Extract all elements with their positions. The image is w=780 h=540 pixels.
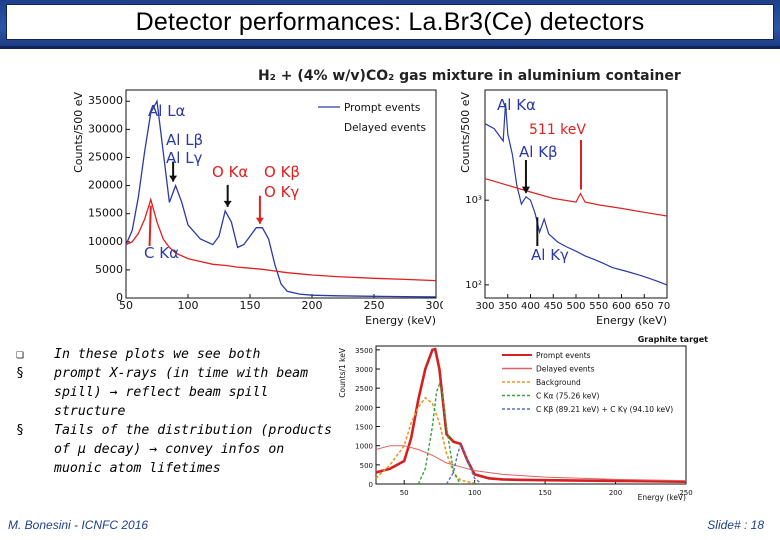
x-tick-label: 500 — [566, 301, 585, 312]
plot-frame — [125, 89, 437, 299]
bullet-item: § prompt X-rays (in time with beam spill… — [16, 364, 334, 421]
y-tick-label: 10³ — [465, 195, 482, 206]
legend-label: Delayed events — [344, 122, 426, 134]
annotation-arrowhead — [223, 200, 232, 207]
y-tick-label: 500 — [360, 462, 373, 470]
x-tick-label: 250 — [679, 489, 692, 497]
x-tick-label: 50 — [400, 489, 409, 497]
y-tick-label: 5000 — [95, 263, 123, 276]
series-line-5 — [445, 444, 483, 485]
bullet-text: prompt X-rays (in time with beam spill) … — [54, 366, 309, 419]
legend-label: Prompt events — [536, 351, 591, 360]
x-tick-label: 150 — [240, 299, 261, 312]
x-tick-label: 350 — [498, 301, 517, 312]
y-tick-label: 35000 — [88, 94, 123, 107]
peak-label: O Kα — [212, 163, 248, 181]
plot-frame — [484, 89, 668, 299]
series-line-2 — [125, 197, 437, 282]
x-axis-label: Energy (keV) — [365, 314, 436, 326]
annotation-arrowhead — [169, 175, 178, 182]
peak-label: Al Lα — [148, 102, 186, 120]
footer-author: M. Bonesini - ICNFC 2016 — [8, 518, 149, 532]
y-axis-label: Counts/500 eV — [72, 92, 85, 173]
y-tick-label: 3000 — [355, 366, 373, 374]
bullet-marker: § — [16, 366, 24, 381]
peak-label: Al Kβ — [519, 143, 558, 161]
plot-frame — [375, 345, 687, 485]
x-tick-label: 400 — [521, 301, 540, 312]
x-tick-label: 200 — [609, 489, 622, 497]
x-tick-label: 300 — [426, 299, 444, 312]
chart-light-elements: 50 100 150 200 250 300 0 5000 10000 15000 20000 250… — [72, 89, 444, 326]
series-line-4 — [417, 382, 462, 485]
legend-label: C Kβ (89.21 keV) + C Kγ (94.10 keV) — [536, 405, 673, 414]
x-axis-label: Energy (keV) — [596, 314, 667, 326]
x-tick-label: 100 — [178, 299, 199, 312]
chart-graphite-target: 50 100 150 200 25005001000150020002500300035… — [338, 335, 708, 502]
peak-label: Al Kα — [497, 96, 536, 114]
peak-label: Al Lβ — [166, 131, 203, 149]
x-tick-label: 450 — [544, 301, 563, 312]
series-line-1 — [125, 99, 437, 298]
y-tick-label: 2000 — [355, 404, 373, 412]
x-tick-label: 550 — [589, 301, 608, 312]
figure-title: H₂ + (4% w/v)CO₂ gas mixture in aluminiu… — [258, 68, 681, 84]
y-axis-label: Counts/500 eV — [459, 92, 472, 173]
footer-slide-number: Slide# : 18 — [707, 518, 764, 532]
peak-label: 511 keV — [529, 122, 586, 138]
bullet-list: ❏ In these plots we see both § prompt X-… — [16, 345, 334, 478]
bullet-marker: § — [16, 423, 24, 438]
title-bar: Detector performances: La.Br3(Ce) detect… — [0, 0, 780, 49]
y-axis-label: Counts/1 keV — [338, 347, 347, 398]
y-tick-label: 10000 — [88, 235, 123, 248]
y-tick-label: 2500 — [355, 385, 373, 393]
peak-label: O Kγ — [264, 183, 299, 201]
y-tick-label: 1000 — [355, 443, 373, 451]
x-tick-label: 600 — [612, 301, 631, 312]
peak-label: Al Kγ — [531, 246, 569, 264]
series-line-1 — [484, 103, 668, 286]
y-tick-label: 15000 — [88, 207, 123, 220]
bullet-text: Tails of the distribution (products of μ… — [54, 423, 332, 476]
x-axis-label: Energy (keV) — [638, 493, 686, 502]
legend-label: C Kα (75.26 keV) — [536, 392, 599, 401]
y-tick-label: 20000 — [88, 179, 123, 192]
y-tick-label: 0 — [116, 291, 123, 304]
chart-heavy-elements: 30035040045050055060065070010²10³Energy … — [459, 89, 670, 326]
y-tick-label: 3500 — [355, 347, 373, 355]
legend-label: Prompt events — [344, 102, 420, 114]
annotation-arrowhead — [255, 217, 264, 224]
chart-title: Graphite target — [638, 335, 708, 344]
slide-title: Detector performances: La.Br3(Ce) detect… — [135, 7, 645, 36]
y-tick-label: 10² — [465, 280, 482, 291]
x-tick-label: 100 — [468, 489, 481, 497]
y-tick-label: 1500 — [355, 424, 373, 432]
x-tick-label: 700 — [657, 301, 670, 312]
peak-label: O Kβ — [264, 163, 300, 181]
x-tick-label: 300 — [475, 301, 494, 312]
series-line-3 — [375, 396, 475, 484]
series-line-2 — [375, 445, 687, 482]
bullet-text: In these plots we see both — [54, 347, 261, 362]
legend-label: Delayed events — [536, 365, 595, 374]
y-tick-label: 0 — [369, 481, 373, 489]
series-line-1 — [375, 347, 687, 483]
x-tick-label: 200 — [302, 299, 323, 312]
bullet-marker: ❏ — [16, 347, 24, 362]
annotation-arrowhead — [521, 186, 530, 194]
bullet-item: ❏ In these plots we see both — [16, 345, 334, 364]
series-line-2 — [484, 178, 668, 217]
y-tick-label: 30000 — [88, 122, 123, 135]
peak-label: C Kα — [144, 244, 179, 262]
legend-label: Background — [536, 378, 581, 387]
annotation-arrow — [148, 205, 152, 247]
x-tick-label: 150 — [538, 489, 551, 497]
bullet-item: § Tails of the distribution (products of… — [16, 421, 334, 478]
peak-label: Al Lγ — [166, 149, 203, 167]
x-tick-label: 650 — [635, 301, 654, 312]
x-tick-label: 50 — [119, 299, 133, 312]
x-tick-label: 250 — [364, 299, 385, 312]
title-box: Detector performances: La.Br3(Ce) detect… — [6, 4, 774, 40]
y-tick-label: 25000 — [88, 150, 123, 163]
